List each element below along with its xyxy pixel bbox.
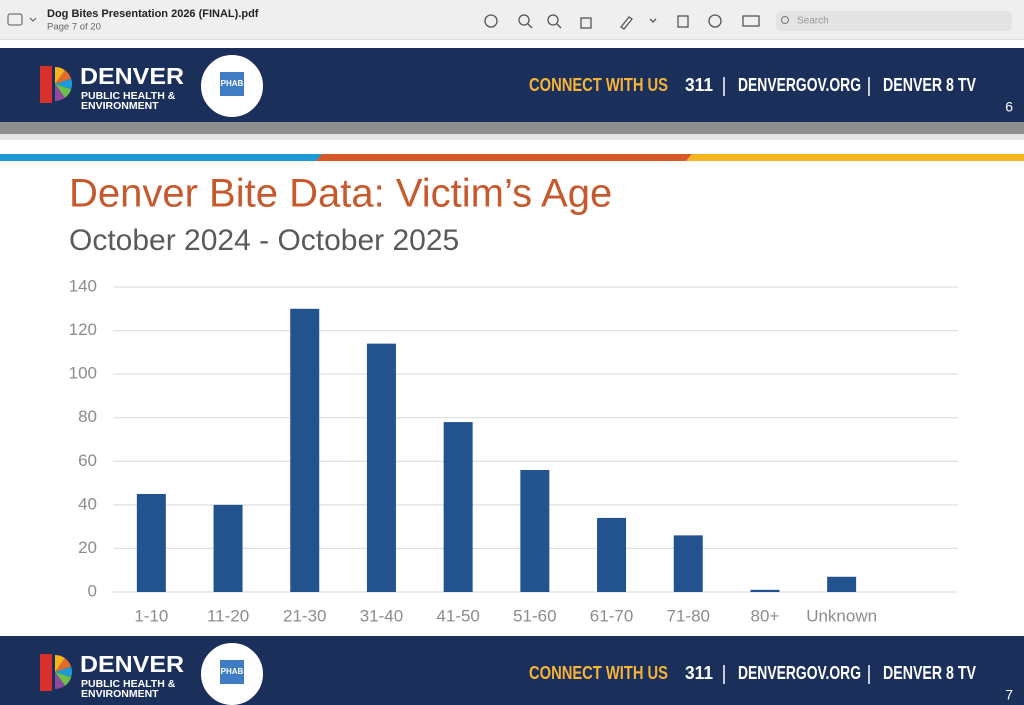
- org-line: PUBLIC HEALTH &: [81, 90, 176, 102]
- x-tick-label: 21-30: [283, 606, 326, 625]
- seal-text: PHAB: [221, 79, 244, 88]
- x-tick-label: 31-40: [360, 606, 403, 625]
- x-tick-label: 51-60: [513, 606, 556, 625]
- search-field[interactable]: [776, 11, 1012, 31]
- sidebar-button[interactable]: [7, 13, 23, 26]
- info-button[interactable]: [484, 14, 498, 28]
- bar: [136, 493, 166, 592]
- logo-ray: [55, 84, 65, 101]
- x-tick-label: 1-10: [134, 606, 168, 625]
- page-7: [0, 140, 1024, 636]
- x-tick-label: 41-50: [436, 606, 479, 625]
- org-line: ENVIRONMENT: [81, 100, 159, 112]
- search-icon: [781, 16, 789, 24]
- bar: [443, 422, 473, 592]
- seal-mark: [220, 660, 244, 684]
- zoom-in[interactable]: [547, 14, 559, 26]
- link: 311: [685, 663, 713, 683]
- slide-subtitle: October 2024 - October 2025: [69, 224, 459, 257]
- x-tick-label: Unknown: [806, 606, 877, 625]
- link: DENVER 8 TV: [883, 663, 976, 683]
- zoom-out[interactable]: [518, 14, 530, 26]
- logo-ray: [55, 655, 65, 672]
- logo-building: [40, 66, 52, 103]
- y-tick-label: 100: [69, 364, 97, 383]
- connect: CONNECT WITH US: [529, 663, 668, 683]
- y-tick-label: 120: [69, 320, 97, 339]
- bar: [366, 343, 396, 592]
- share-button[interactable]: [580, 17, 592, 29]
- bar: [213, 504, 243, 592]
- org-line: ENVIRONMENT: [81, 688, 159, 700]
- x-tick-label: 80+: [751, 606, 780, 625]
- logo-ray: [55, 70, 72, 84]
- rotate-button[interactable]: [677, 15, 689, 28]
- y-tick-label: 80: [78, 407, 97, 426]
- link: DENVER 8 TV: [883, 75, 976, 95]
- bar: [520, 470, 550, 592]
- org-name: DENVER: [80, 651, 184, 677]
- x-tick-label: 71-80: [667, 606, 710, 625]
- x-tick-label: 11-20: [207, 606, 249, 625]
- logo-ray: [55, 67, 65, 84]
- y-tick-label: 40: [78, 494, 97, 513]
- annotate-button[interactable]: [708, 14, 722, 28]
- org-line: PUBLIC HEALTH &: [81, 678, 176, 690]
- zoom-out-handle: [527, 23, 533, 29]
- bar: [827, 576, 857, 592]
- bar: [673, 535, 703, 592]
- stripe-yellow: [686, 154, 1024, 161]
- sidebar-menu[interactable]: [29, 17, 37, 22]
- connect: CONNECT WITH US: [529, 75, 668, 95]
- zoom-in-handle: [556, 23, 562, 29]
- form-button[interactable]: [742, 15, 760, 27]
- slide-title: Denver Bite Data: Victim’s Age: [69, 172, 612, 216]
- search-placeholder: Search: [797, 16, 829, 27]
- page-6-edge: [0, 40, 1024, 48]
- logo-ray: [55, 78, 73, 90]
- markup-menu[interactable]: [649, 18, 657, 23]
- link: DENVERGOV.ORG: [738, 663, 861, 683]
- logo-ray: [55, 666, 73, 678]
- seal-mark: [220, 72, 244, 96]
- bar: [597, 517, 627, 592]
- seal-text: PHAB: [221, 667, 244, 676]
- org-name: DENVER: [80, 63, 184, 89]
- logo-ray: [55, 672, 65, 689]
- bar: [290, 308, 320, 592]
- markup-button[interactable]: [620, 16, 633, 30]
- logo-ray: [55, 658, 72, 672]
- bar: [750, 589, 780, 592]
- link: 311: [685, 75, 713, 95]
- logo-building: [40, 654, 52, 691]
- page-6-shadow: [0, 122, 1024, 134]
- doc-page: Page 7 of 20: [47, 22, 101, 33]
- link: DENVERGOV.ORG: [738, 75, 861, 95]
- banner-bg: [0, 636, 1024, 705]
- y-tick-label: 140: [69, 276, 97, 295]
- x-tick-label: 61-70: [590, 606, 633, 625]
- stripe-orange: [316, 154, 692, 161]
- y-tick-label: 20: [78, 538, 97, 557]
- y-tick-label: 0: [88, 581, 97, 600]
- y-tick-label: 60: [78, 451, 97, 470]
- banner-bg: [0, 48, 1024, 122]
- page-number: 7: [1005, 687, 1013, 703]
- stripe-blue: [0, 154, 322, 161]
- toolbar-icons: [484, 14, 760, 30]
- page-number: 6: [1005, 99, 1013, 115]
- doc-title: Dog Bites Presentation 2026 (FINAL).pdf: [47, 8, 259, 20]
- logo-ray: [55, 672, 72, 686]
- logo-ray: [55, 84, 72, 98]
